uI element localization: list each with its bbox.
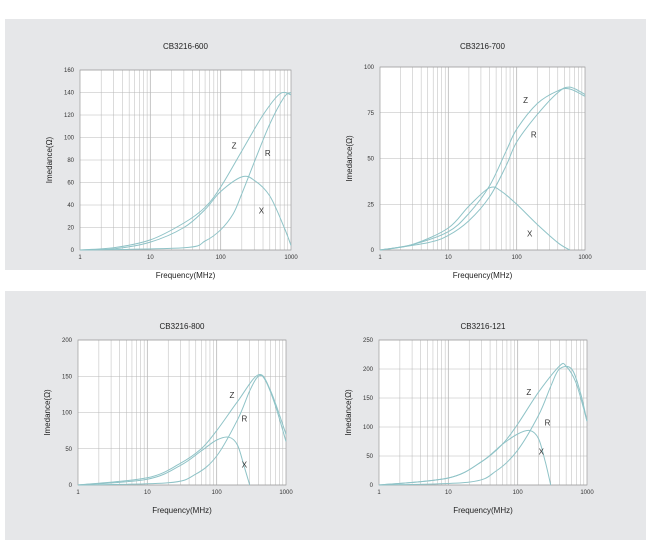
- series-label-r: R: [242, 414, 248, 423]
- y-tick-label: 120: [64, 113, 75, 119]
- series-label-r: R: [265, 149, 271, 158]
- x-tick-label: 1000: [279, 490, 293, 496]
- plot-area: [379, 340, 587, 485]
- series-label-z: Z: [523, 96, 528, 105]
- y-axis-label: Imedance(Ω): [344, 389, 353, 436]
- x-tick-label: 10: [147, 255, 154, 261]
- y-tick-label: 25: [367, 202, 374, 208]
- series-label-x: X: [242, 461, 248, 470]
- y-tick-label: 100: [364, 65, 375, 71]
- y-axis-label: Imedance(Ω): [43, 389, 52, 436]
- y-tick-label: 200: [363, 367, 374, 373]
- x-tick-label: 10: [445, 490, 452, 496]
- x-tick-label: 10: [144, 490, 151, 496]
- x-tick-label: 100: [513, 490, 524, 496]
- y-axis-label: Imedance(Ω): [345, 135, 354, 182]
- series-r-line: [77, 374, 287, 486]
- series-x-line: [379, 186, 571, 251]
- series-r-line: [378, 365, 588, 486]
- y-tick-label: 20: [67, 226, 74, 232]
- series-x-line: [378, 429, 552, 486]
- chart-title: CB3216-800: [160, 322, 205, 331]
- x-tick-label: 1: [378, 255, 382, 261]
- y-tick-label: 0: [71, 248, 75, 254]
- y-tick-label: 200: [62, 338, 73, 344]
- x-axis-label: Frequency(MHz): [453, 271, 513, 280]
- series-label-x: X: [259, 206, 265, 215]
- y-tick-label: 150: [62, 374, 73, 380]
- x-tick-label: 100: [512, 255, 523, 261]
- x-tick-label: 1: [377, 490, 381, 496]
- y-tick-label: 60: [67, 181, 74, 187]
- y-tick-label: 50: [65, 447, 72, 453]
- plot-frame: [79, 69, 292, 251]
- x-tick-label: 1000: [580, 490, 594, 496]
- series-x-line: [77, 436, 251, 486]
- series-label-r: R: [545, 419, 551, 428]
- series-label-r: R: [531, 131, 537, 140]
- series-label-z: Z: [232, 142, 237, 151]
- x-tick-label: 10: [445, 255, 452, 261]
- plot-frame: [77, 339, 287, 486]
- y-tick-label: 50: [366, 454, 373, 460]
- series-r-line: [379, 86, 586, 251]
- y-tick-label: 100: [64, 136, 75, 142]
- y-tick-label: 0: [371, 248, 375, 254]
- series-label-z: Z: [229, 391, 234, 400]
- series-x-line: [79, 175, 292, 251]
- x-axis-label: Frequency(MHz): [453, 506, 513, 515]
- series-label-x: X: [539, 448, 545, 457]
- series-z-line: [79, 91, 292, 251]
- chart-cb3216-600: CB3216-600 0 20 40 60 80 100 120 140 160 1 10 100 100…: [45, 42, 298, 280]
- y-tick-label: 150: [363, 396, 374, 402]
- x-axis-label: Frequency(MHz): [152, 506, 212, 515]
- y-tick-label: 40: [67, 203, 74, 209]
- x-tick-label: 1: [76, 490, 80, 496]
- chart-cb3216-700: CB3216-700 0 25 50 75 100 1 10 100 1000 Frequency(…: [345, 42, 592, 280]
- y-tick-label: 140: [64, 91, 75, 97]
- y-axis-label: Imedance(Ω): [45, 136, 54, 183]
- x-tick-label: 1: [78, 255, 82, 261]
- y-tick-label: 250: [363, 338, 374, 344]
- x-tick-label: 1000: [578, 255, 592, 261]
- y-tick-label: 50: [367, 157, 374, 163]
- x-tick-label: 1000: [284, 255, 298, 261]
- chart-cb3216-121: CB3216-121 0 50 100 150 200 250 1 10 100 1000 Frequ…: [344, 322, 594, 515]
- chart-title: CB3216-121: [461, 322, 506, 331]
- y-tick-label: 80: [67, 158, 74, 164]
- chart-title: CB3216-700: [460, 42, 505, 51]
- x-tick-label: 100: [216, 255, 227, 261]
- y-tick-label: 0: [69, 483, 73, 489]
- series-r-line: [79, 92, 292, 251]
- series-label-x: X: [527, 230, 533, 239]
- y-tick-label: 100: [62, 411, 73, 417]
- plot-frame: [379, 66, 586, 251]
- chart-cb3216-800: CB3216-800 0 50 100 150 200 1 10 100 1000 Frequenc…: [43, 322, 293, 515]
- y-tick-label: 100: [363, 425, 374, 431]
- plot-frame: [378, 339, 588, 486]
- chart-title: CB3216-600: [163, 42, 208, 51]
- y-tick-label: 0: [370, 483, 374, 489]
- x-axis-label: Frequency(MHz): [156, 271, 216, 280]
- y-tick-label: 160: [64, 68, 75, 74]
- y-tick-label: 75: [367, 111, 374, 117]
- series-label-z: Z: [526, 388, 531, 397]
- x-tick-label: 100: [212, 490, 223, 496]
